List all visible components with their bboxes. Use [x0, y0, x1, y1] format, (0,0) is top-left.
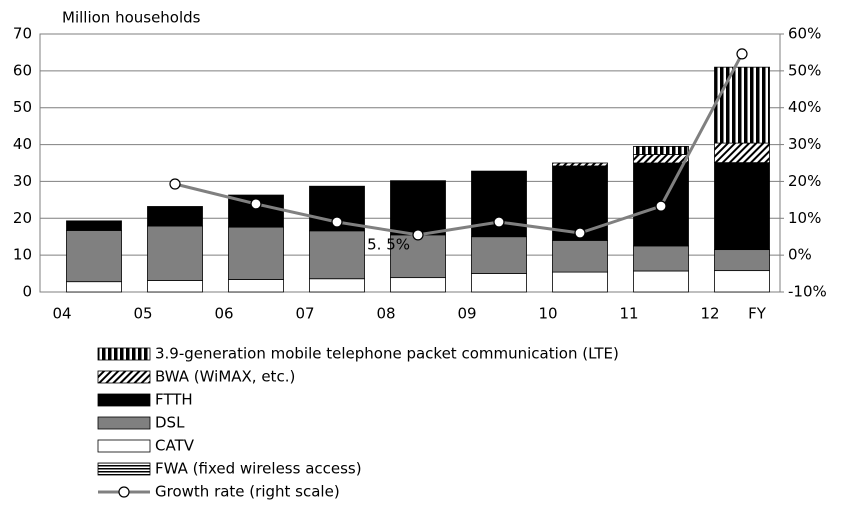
bar-segment [147, 225, 203, 281]
bar-segment [471, 273, 527, 293]
legend-label: FWA (fixed wireless access) [155, 460, 362, 478]
bar-segment [552, 271, 608, 293]
y-tick-label: 50 [13, 98, 32, 116]
y-tick-label: 20 [13, 209, 32, 227]
growth-point [655, 200, 667, 212]
y-tick-label: 70 [13, 25, 32, 43]
bar-segment [633, 245, 689, 272]
growth-point [331, 216, 343, 228]
x-tick-label: 10 [538, 305, 557, 323]
bar-segment [66, 230, 122, 283]
bar-segment [309, 230, 365, 280]
x-tick-label: 08 [376, 305, 395, 323]
x-tick-label: 09 [457, 305, 476, 323]
bar-segment [552, 239, 608, 273]
bar-segment [633, 270, 689, 293]
data-label: 5. 5% [367, 235, 410, 253]
legend-swatch [97, 347, 151, 361]
legend-swatch [97, 462, 151, 476]
y2-tick-label: 20% [788, 172, 821, 190]
bar-segment [66, 281, 122, 293]
bar-segment [633, 154, 689, 164]
bar-segment [633, 146, 689, 155]
legend-label: BWA (WiMAX, etc.) [155, 368, 295, 386]
y2-tick-label: 30% [788, 135, 821, 153]
legend-label: CATV [155, 437, 195, 455]
y2-tick-label: 0% [788, 246, 812, 264]
x-tick-label: 07 [295, 305, 314, 323]
bar-segment [228, 279, 284, 293]
growth-point [493, 216, 505, 228]
legend-marker [118, 486, 130, 498]
growth-point [574, 227, 586, 239]
growth-point [250, 198, 262, 210]
growth-point [736, 48, 748, 60]
bar-segment [309, 278, 365, 293]
bar-segment [714, 162, 770, 251]
y-tick-label: 0 [22, 283, 32, 301]
legend-swatch [97, 393, 151, 407]
bar-segment [714, 270, 770, 293]
legend-swatch [97, 416, 151, 430]
bar-segment [147, 206, 203, 227]
legend-label: DSL [155, 414, 185, 432]
legend-swatch [97, 370, 151, 384]
x-tick-label: 04 [52, 305, 71, 323]
y2-tick-label: 40% [788, 98, 821, 116]
y2-tick-label: 60% [788, 25, 821, 43]
legend-swatch [97, 439, 151, 453]
x-axis-label: FY [748, 305, 767, 323]
bar-segment [714, 142, 770, 164]
bar-segment [390, 180, 446, 236]
bar-segment [390, 277, 446, 293]
bar-segment [66, 220, 122, 231]
legend-label: 3.9-generation mobile telephone packet c… [155, 345, 619, 363]
y-tick-label: 60 [13, 61, 32, 79]
bar-segment [552, 162, 608, 167]
y2-tick-label: 10% [788, 209, 821, 227]
bar-segment [471, 236, 527, 274]
x-tick-label: 11 [619, 305, 638, 323]
x-tick-label: 06 [214, 305, 233, 323]
y-axis-label: Million households [62, 9, 201, 27]
bar-segment [714, 249, 770, 272]
growth-point [169, 178, 181, 190]
x-tick-label: 12 [700, 305, 719, 323]
x-tick-label: 05 [133, 305, 152, 323]
growth-line [174, 53, 744, 237]
bar-segment [228, 226, 284, 280]
bar-segment [714, 66, 770, 144]
bar-segment [390, 234, 446, 279]
bar-segment [147, 280, 203, 293]
y-tick-label: 30 [13, 172, 32, 190]
y-tick-label: 10 [13, 246, 32, 264]
legend-label: Growth rate (right scale) [155, 483, 340, 501]
growth-point [412, 229, 424, 241]
y2-tick-label: 50% [788, 61, 821, 79]
y2-tick-label: -10% [788, 283, 827, 301]
y-tick-label: 40 [13, 135, 32, 153]
legend-label: FTTH [155, 391, 193, 409]
